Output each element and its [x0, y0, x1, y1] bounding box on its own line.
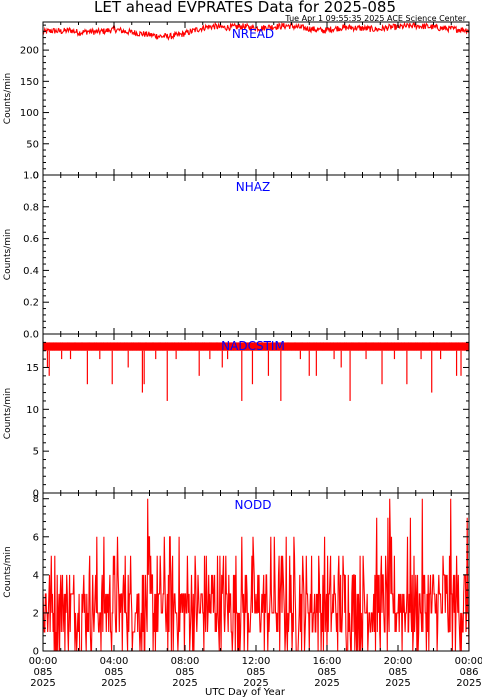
x-tick-label: 2025 [172, 678, 197, 689]
x-axis-label: UTC Day of Year [205, 687, 286, 698]
timestamp-label: Tue Apr 1 09:55:35 2025 ACE Science Cent… [284, 14, 466, 23]
y-tick-label: 15 [26, 363, 39, 374]
series-name-label: NHAZ [236, 180, 270, 194]
x-axis-ticks: 00:00085202504:00085202508:00085202512:0… [29, 656, 482, 689]
y-tick-label: 0 [33, 171, 39, 182]
y-tick-label: 1.0 [23, 171, 39, 182]
x-tick-label: 08:00 [171, 656, 200, 667]
y-axis-label: Counts/min [3, 229, 13, 280]
x-tick-label: 2025 [385, 678, 410, 689]
x-tick-label: 2025 [30, 678, 55, 689]
series-nodd [43, 498, 469, 651]
y-tick-label: 10 [26, 405, 39, 416]
x-tick-label: 20:00 [384, 656, 413, 667]
y-tick-label: 0.4 [23, 266, 39, 277]
y-tick-label: 150 [20, 77, 39, 88]
y-axis-label: Counts/min [3, 73, 13, 124]
panel-frame [42, 333, 470, 494]
series-nadcstim [43, 342, 469, 401]
y-axis-label: Counts/min [3, 388, 13, 439]
series-line [43, 342, 469, 351]
y-tick-label: 5 [33, 447, 39, 458]
x-tick-label: 00:00 [29, 656, 58, 667]
x-tick-label: 085 [33, 667, 52, 678]
x-tick-label: 12:00 [242, 656, 271, 667]
x-tick-label: 086 [459, 667, 478, 678]
x-tick-label: 085 [388, 667, 407, 678]
x-tick-label: 085 [104, 667, 123, 678]
y-tick-label: 0.2 [23, 298, 39, 309]
panel-frame [42, 174, 470, 335]
series-name-label: NADCSTIM [221, 339, 285, 353]
y-tick-label: 0.6 [23, 234, 39, 245]
x-tick-label: 2025 [314, 678, 339, 689]
panels-group: 050100150200Counts/minNREAD0.00.20.40.60… [3, 21, 470, 658]
chart-title: LET ahead EVPRATES Data for 2025-085 [94, 0, 396, 16]
y-axis-label: Counts/min [3, 546, 13, 597]
panel-nread: 0 50 100 150 200 Counts/min NREAD [3, 21, 470, 182]
panel-frame [42, 21, 470, 176]
x-tick-label: 2025 [456, 678, 481, 689]
y-tick-label: 50 [26, 139, 39, 150]
series-name-label: NODD [235, 498, 272, 512]
x-tick-label: 16:00 [313, 656, 342, 667]
y-tick-label: 6 [33, 532, 39, 543]
x-tick-label: 085 [246, 667, 265, 678]
x-tick-label: 2025 [101, 678, 126, 689]
panel-nadcstim: 0 5 10 15 Counts/min NADCSTIM [3, 333, 470, 500]
y-tick-label: 2 [33, 608, 39, 619]
y-tick-label: 0.0 [23, 330, 39, 341]
y-tick-label: 0 [33, 647, 39, 658]
y-tick-label: 4 [33, 570, 39, 581]
y-tick-label: 200 [20, 46, 39, 57]
series-name-label: NREAD [232, 27, 274, 41]
x-tick-label: 2025 [243, 678, 268, 689]
y-tick-label: 100 [20, 108, 39, 119]
series-line [43, 498, 469, 651]
y-tick-label: 0 [33, 489, 39, 500]
panel-nodd: 0 2 4 6 8 Counts/min NODD [3, 492, 470, 658]
x-tick-label: 04:00 [100, 656, 129, 667]
panel-nhaz: 0.0 0.2 0.4 0.6 0.8 1.0 Counts/min NHAZ [3, 171, 470, 341]
x-tick-label: 085 [175, 667, 194, 678]
y-tick-label: 8 [33, 494, 39, 505]
y-tick-label: 0.8 [23, 202, 39, 213]
x-tick-label: 085 [317, 667, 336, 678]
x-tick-label: 00:00 [455, 656, 482, 667]
